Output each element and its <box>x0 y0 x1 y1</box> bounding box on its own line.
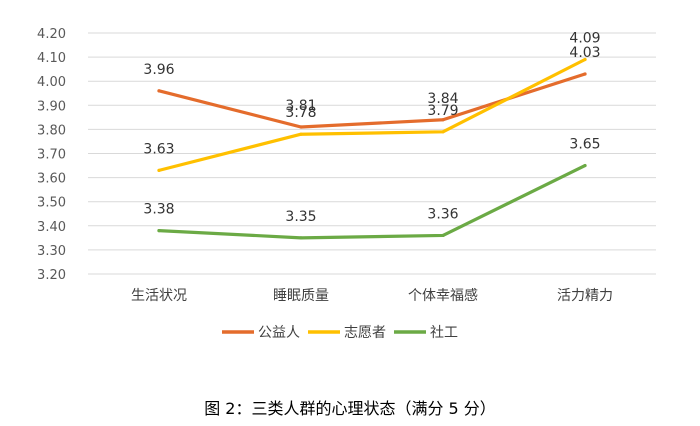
x-tick-label: 睡眠质量 <box>273 288 329 304</box>
y-tick-label: 3.30 <box>37 244 66 259</box>
line-chart: 3.20 3.30 3.40 3.50 3.60 3.70 3.80 3.90 4.00 4.10… <box>37 27 656 341</box>
figure-caption: 图 2：三类人群的心理状态（满分 5 分） <box>0 395 700 419</box>
y-tick-label: 3.40 <box>37 220 66 235</box>
gridlines <box>88 32 656 275</box>
data-point <box>441 130 445 134</box>
data-label: 4.03 <box>569 45 600 61</box>
legend: 公益人 志愿者 社工 <box>222 325 458 341</box>
data-point <box>583 72 587 76</box>
y-tick-label: 3.70 <box>37 148 66 163</box>
y-tick-label: 3.60 <box>37 172 66 187</box>
series-line-2 <box>157 163 587 240</box>
x-tick-label: 生活状况 <box>131 288 187 304</box>
data-point <box>157 89 161 93</box>
data-point <box>441 233 445 238</box>
y-tick-label: 3.50 <box>37 196 66 211</box>
data-label: 4.09 <box>569 31 600 47</box>
y-tick-label: 3.90 <box>37 99 66 114</box>
data-label: 3.78 <box>285 105 316 121</box>
data-label: 3.36 <box>427 206 458 222</box>
y-tick-label: 4.00 <box>37 75 66 90</box>
x-tick-label: 个体幸福感 <box>408 287 478 304</box>
legend-label: 志愿者 <box>344 325 386 341</box>
figure-caption-text: 图 2：三类人群的心理状态（满分 5 分） <box>204 399 496 418</box>
data-point <box>583 163 587 168</box>
y-tick-label: 4.10 <box>37 51 66 66</box>
data-point <box>157 168 161 172</box>
data-point <box>441 118 445 122</box>
data-point <box>583 57 587 62</box>
data-label: 3.35 <box>285 209 316 225</box>
y-tick-label: 4.20 <box>37 27 66 42</box>
data-label: 3.84 <box>427 91 458 107</box>
data-label: 3.81 <box>285 98 316 114</box>
data-point <box>299 125 303 129</box>
data-labels: 3.96 3.81 3.84 4.03 3.63 3.78 3.79 4.09 3.38 3.35… <box>143 31 600 225</box>
y-tick-label: 3.80 <box>37 123 66 138</box>
y-tick-label: 3.20 <box>37 268 66 283</box>
x-tick-label: 活力精力 <box>557 288 613 304</box>
data-point <box>299 132 303 136</box>
data-point <box>299 236 303 240</box>
data-label: 3.65 <box>569 137 600 153</box>
data-label: 3.96 <box>143 62 174 78</box>
y-axis-ticks: 3.20 3.30 3.40 3.50 3.60 3.70 3.80 3.90 4.00 4.10… <box>37 27 66 283</box>
x-axis-ticks: 生活状况 睡眠质量 个体幸福感 活力精力 <box>131 287 613 304</box>
data-label: 3.63 <box>143 141 174 157</box>
data-point <box>157 229 161 233</box>
legend-label: 社工 <box>430 325 458 341</box>
data-label: 3.38 <box>143 202 174 218</box>
series-line-1 <box>157 57 587 172</box>
series-line-0 <box>157 72 587 129</box>
legend-label: 公益人 <box>258 325 300 341</box>
data-label: 3.79 <box>427 103 458 119</box>
series-lines <box>157 57 587 240</box>
